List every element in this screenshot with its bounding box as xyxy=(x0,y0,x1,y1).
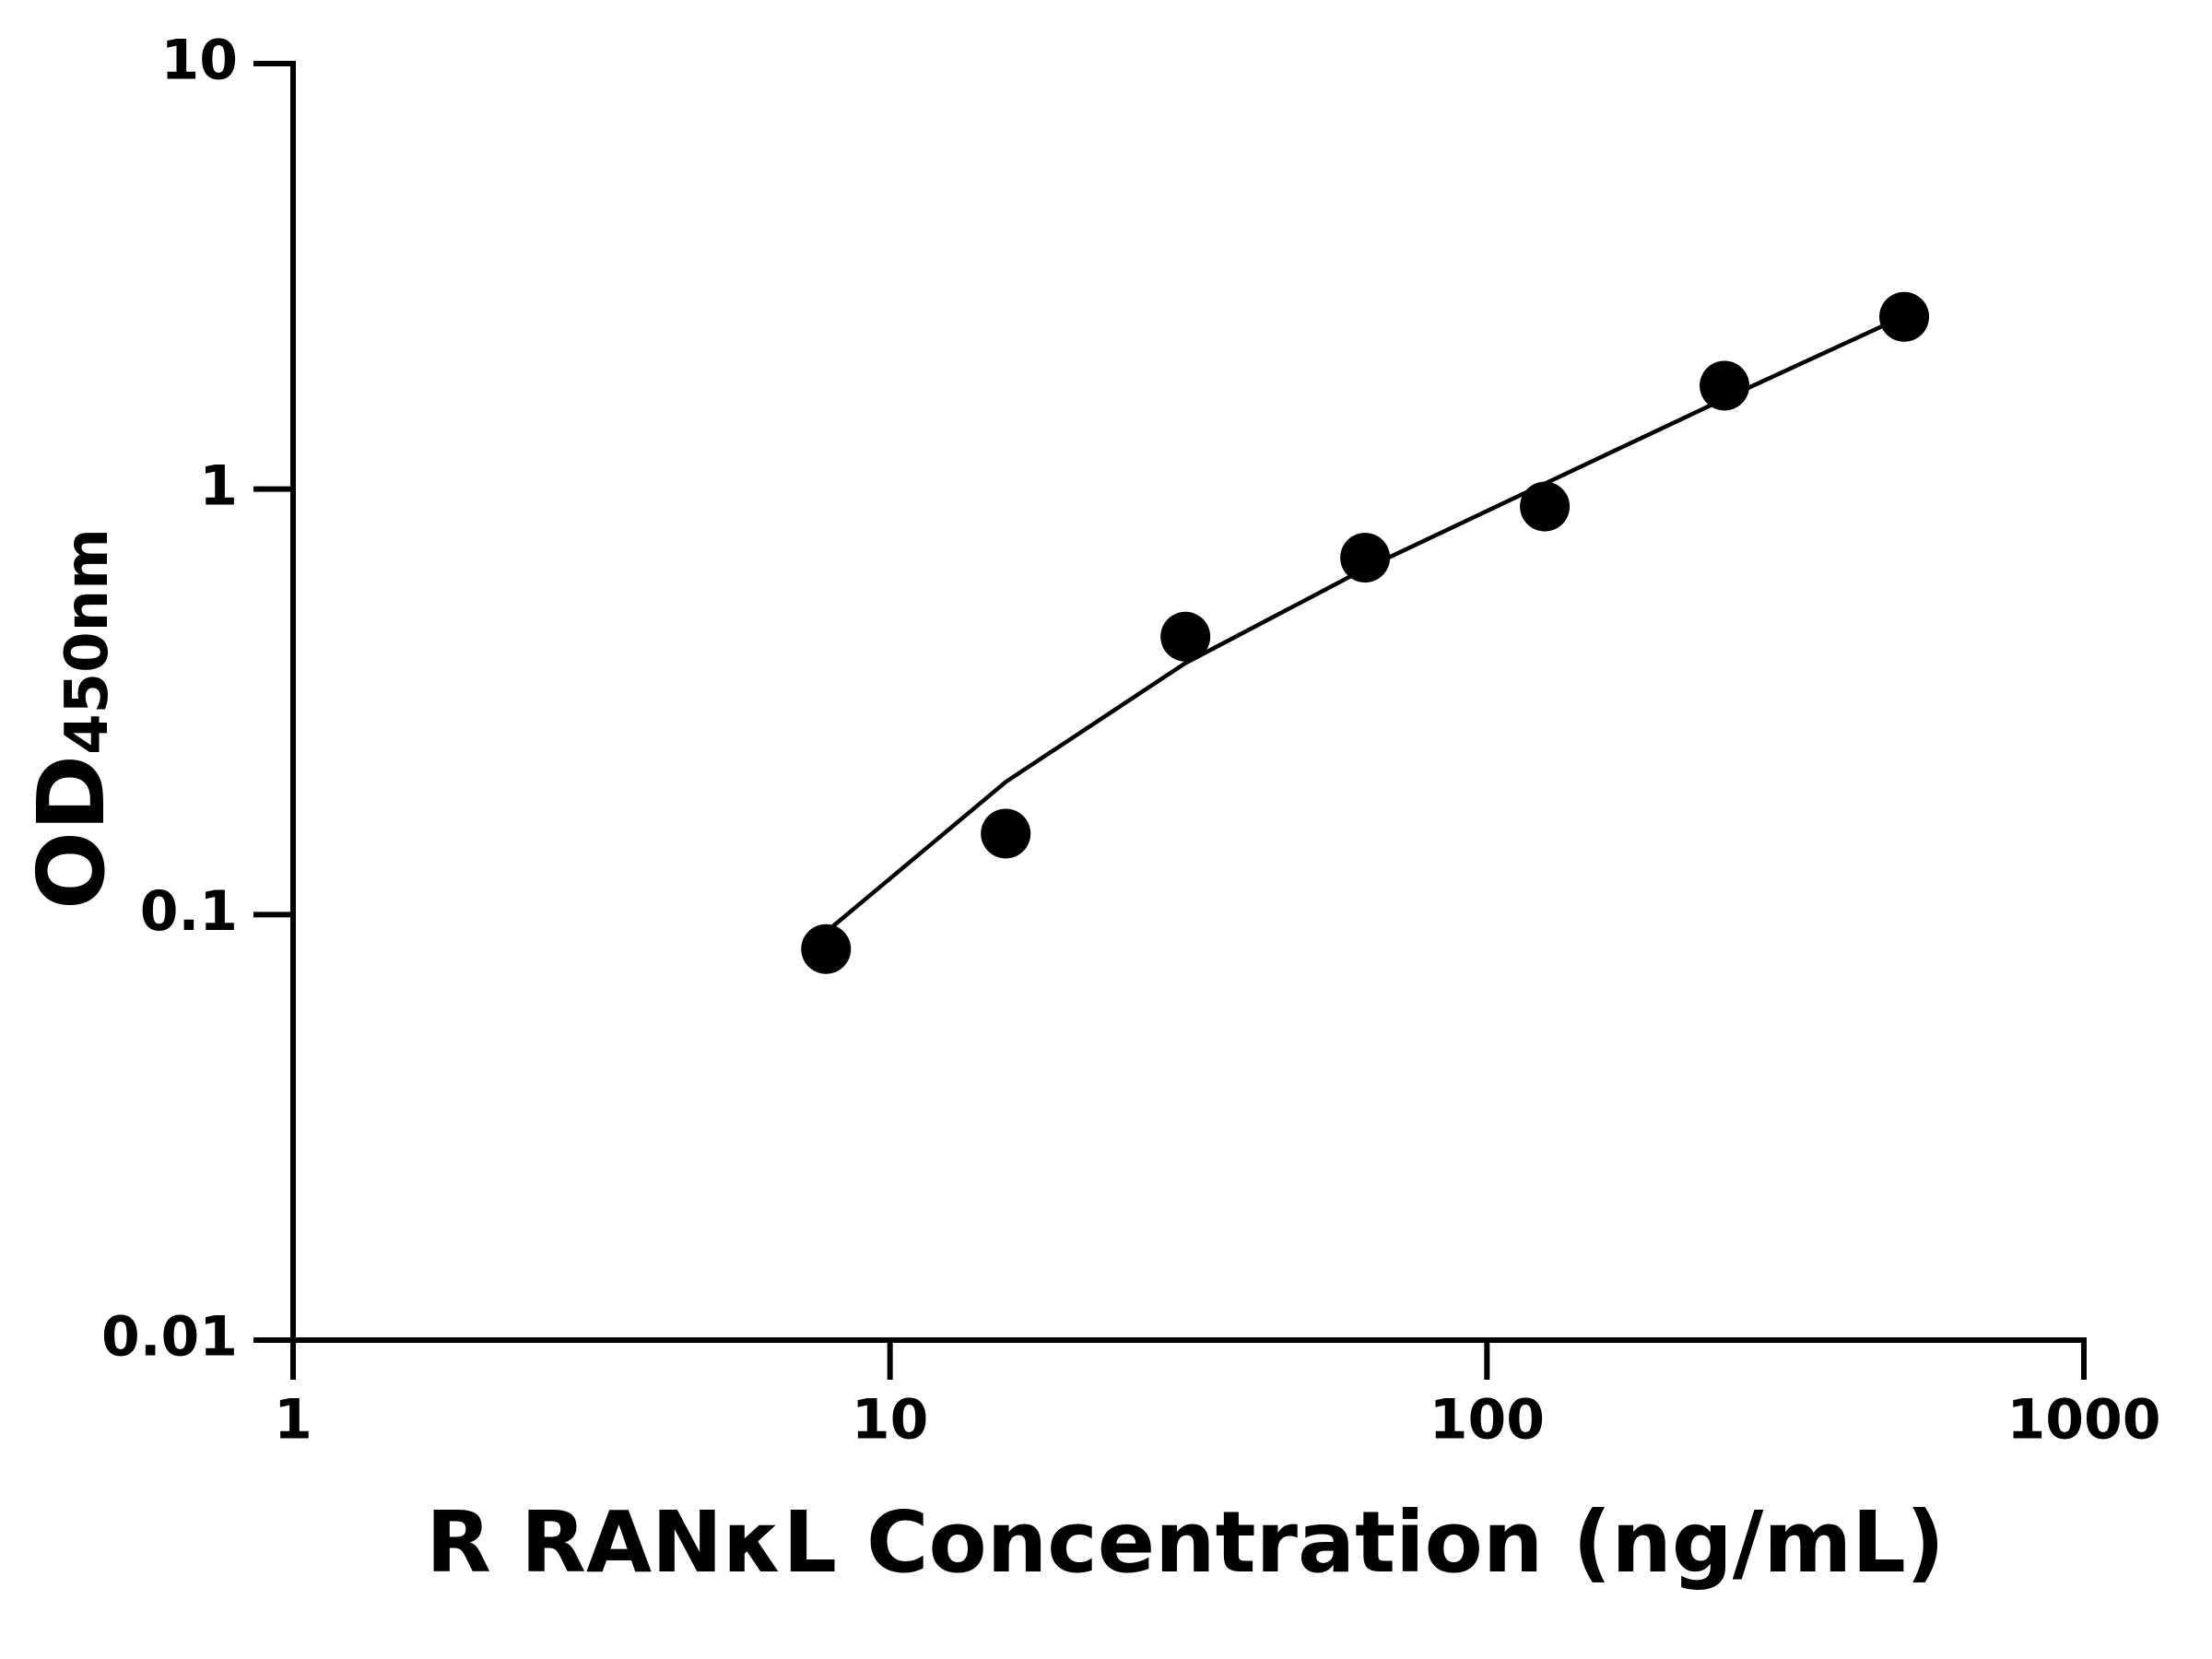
data-point xyxy=(1520,481,1571,532)
x-tick-label: 1000 xyxy=(2007,1388,2161,1453)
x-tick-label: 100 xyxy=(1430,1388,1545,1453)
y-tick-label: 0.01 xyxy=(101,1305,238,1370)
y-tick-label: 10 xyxy=(161,29,239,93)
y-tick-label: 0.1 xyxy=(140,879,238,944)
data-point xyxy=(1340,533,1391,583)
data-point xyxy=(1879,291,1930,342)
y-axis-title: OD450nm xyxy=(18,528,125,910)
data-point xyxy=(1700,360,1750,411)
data-point xyxy=(1160,611,1211,662)
x-tick-label: 1 xyxy=(274,1388,312,1453)
x-axis-title: R RANκL Concentration (ng/mL) xyxy=(426,1493,1945,1592)
y-tick-label: 1 xyxy=(199,453,238,518)
y-axis-title-main: OD xyxy=(18,755,125,910)
data-point xyxy=(981,808,1031,859)
x-tick-label: 10 xyxy=(852,1388,929,1453)
y-axis-title-subscript: 450nm xyxy=(53,528,122,755)
data-point xyxy=(801,924,852,974)
